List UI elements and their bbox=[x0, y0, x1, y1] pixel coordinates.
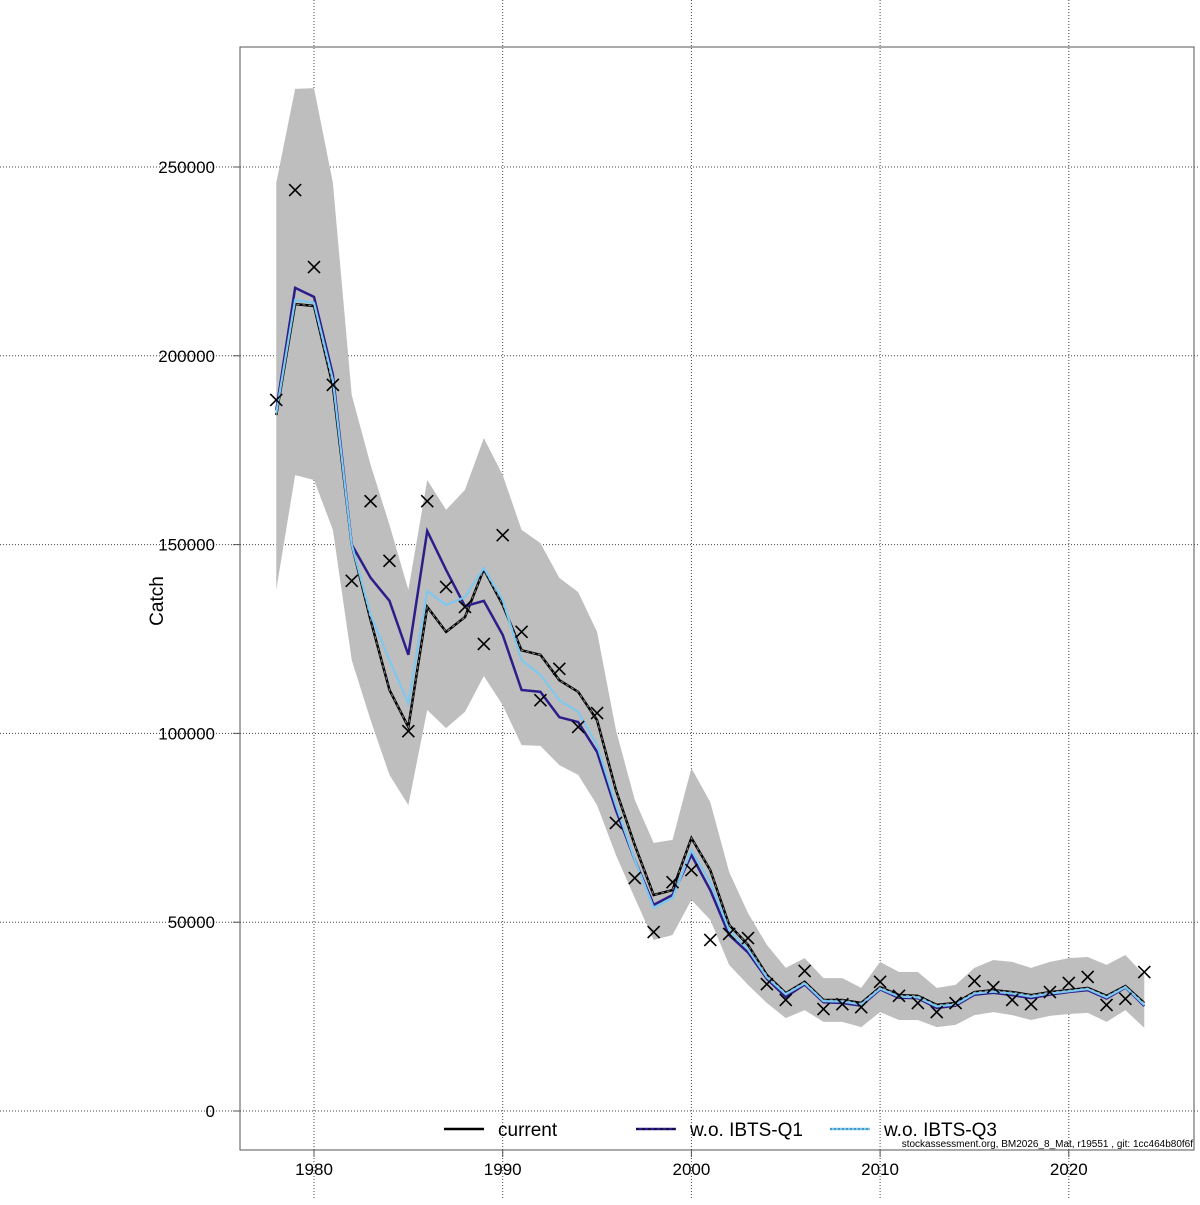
x-axis: 1980 1990 2000 2010 2020 bbox=[295, 1150, 1088, 1179]
observed-point bbox=[458, 600, 472, 614]
observed-point bbox=[647, 925, 661, 939]
observed-point bbox=[609, 816, 623, 830]
observed-point bbox=[816, 1002, 831, 1016]
observed-point bbox=[986, 980, 1000, 994]
observed-point bbox=[665, 875, 680, 889]
observed-point bbox=[326, 378, 340, 392]
observed-point bbox=[382, 554, 397, 568]
y-tick-label: 150000 bbox=[158, 536, 215, 555]
observed-point bbox=[1005, 993, 1019, 1007]
x-tick-label: 2020 bbox=[1050, 1160, 1088, 1179]
y-tick-label: 100000 bbox=[158, 724, 215, 743]
observed-point bbox=[684, 863, 698, 877]
observed-point bbox=[1118, 992, 1132, 1006]
observed-point bbox=[477, 637, 491, 651]
observed-point bbox=[911, 996, 925, 1010]
y-tick-label: 50000 bbox=[168, 913, 215, 932]
observed-points bbox=[269, 183, 1151, 1019]
observed-point bbox=[1099, 998, 1114, 1012]
series-line-current-dash bbox=[275, 303, 1145, 1006]
observed-point bbox=[439, 580, 453, 594]
footer-credit: stockassessment.org, BM2026_8_Mat, r1955… bbox=[902, 1139, 1194, 1150]
observed-point bbox=[854, 1000, 868, 1014]
y-axis-label: Catch bbox=[147, 576, 168, 626]
observed-point bbox=[288, 183, 302, 197]
x-tick-label: 2010 bbox=[861, 1160, 899, 1179]
observed-point bbox=[1024, 997, 1038, 1011]
legend-label-q3: w.o. IBTS-Q3 bbox=[883, 1120, 997, 1141]
plot-frame bbox=[239, 46, 1195, 1151]
observed-point bbox=[930, 1005, 944, 1019]
observed-point bbox=[401, 724, 415, 738]
observed-point bbox=[515, 625, 529, 639]
observed-point bbox=[571, 720, 585, 734]
observed-point bbox=[722, 927, 736, 941]
x-tick-label: 2000 bbox=[672, 1160, 710, 1179]
x-tick-label: 1990 bbox=[484, 1160, 522, 1179]
observed-point bbox=[703, 933, 717, 947]
observed-point bbox=[798, 964, 812, 978]
observed-point bbox=[873, 975, 887, 989]
y-tick-label: 0 bbox=[206, 1102, 215, 1121]
observed-point bbox=[779, 993, 793, 1007]
legend: current w.o. IBTS-Q1 w.o. IBTS-Q3 bbox=[444, 1120, 997, 1141]
observed-point bbox=[590, 706, 604, 720]
legend-label-current: current bbox=[498, 1120, 558, 1141]
observed-point bbox=[835, 997, 849, 1011]
observed-point bbox=[364, 494, 378, 508]
y-tick-label: 250000 bbox=[158, 158, 215, 177]
y-tick-label: 200000 bbox=[158, 347, 215, 366]
series-line-wo-ibts-q1 bbox=[275, 285, 1146, 1010]
y-axis: 0 50000 100000 150000 200000 250000 bbox=[158, 158, 240, 1121]
legend-label-q1: w.o. IBTS-Q1 bbox=[689, 1120, 803, 1141]
observed-point bbox=[741, 931, 755, 945]
observed-point bbox=[420, 494, 434, 508]
x-tick-label: 1980 bbox=[295, 1160, 333, 1179]
observed-point bbox=[892, 989, 906, 1003]
observed-point bbox=[1137, 965, 1151, 979]
confidence-band bbox=[276, 88, 1145, 1028]
observed-point bbox=[269, 393, 283, 407]
observed-point bbox=[533, 693, 548, 707]
observed-point bbox=[949, 996, 963, 1010]
observed-point bbox=[1062, 976, 1076, 990]
observed-point bbox=[967, 974, 982, 988]
observed-point bbox=[307, 260, 321, 274]
observed-point bbox=[496, 528, 510, 542]
confidence-band-area bbox=[276, 88, 1145, 1028]
observed-point bbox=[345, 574, 359, 588]
observed-point bbox=[552, 662, 566, 676]
observed-point bbox=[628, 871, 642, 885]
observed-point bbox=[760, 977, 774, 991]
observed-point bbox=[1081, 970, 1095, 984]
observed-point bbox=[1043, 985, 1057, 999]
